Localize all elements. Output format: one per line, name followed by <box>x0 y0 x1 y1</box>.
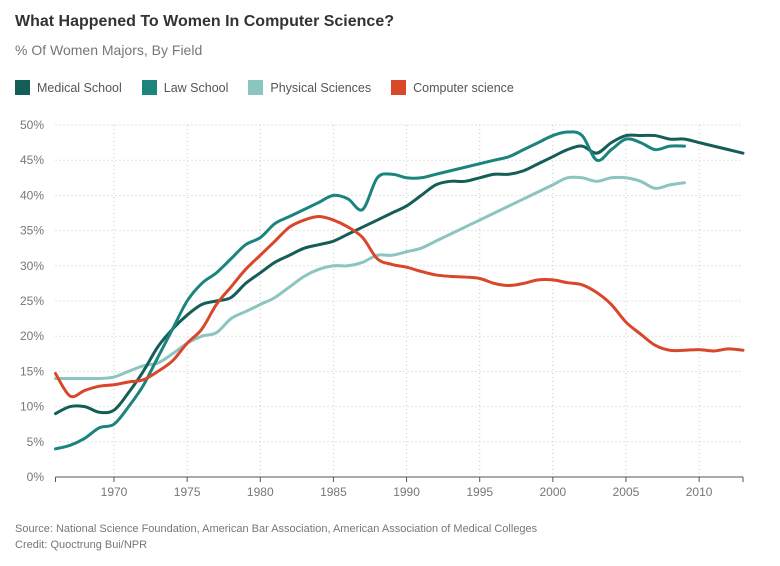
series-lines <box>54 130 745 451</box>
legend-swatch-law-school <box>141 80 157 95</box>
y-tick-label: 5% <box>27 435 45 449</box>
series-line-physical-sciences <box>54 175 686 381</box>
gridlines <box>55 124 743 477</box>
chart-title: What Happened To Women In Computer Scien… <box>15 13 394 30</box>
legend-swatch-medical-school <box>15 80 30 95</box>
x-tick-label: 1970 <box>101 485 128 499</box>
x-tick-label: 1995 <box>466 485 493 499</box>
y-tick-label: 35% <box>20 224 44 238</box>
x-tick-label: 1975 <box>174 485 201 499</box>
x-tick-label: 2005 <box>613 485 640 499</box>
y-tick-label: 50% <box>20 118 44 132</box>
y-tick-label: 25% <box>20 294 44 308</box>
y-tick-label: 45% <box>20 153 44 167</box>
credit-note: Credit: Quoctrung Bui/NPR <box>15 539 148 551</box>
legend-label: Computer science <box>413 80 514 95</box>
footer: Source: National Science Foundation, Ame… <box>15 521 537 553</box>
legend-label: Physical Sciences <box>270 80 372 95</box>
source-note: Source: National Science Foundation, Ame… <box>15 523 538 535</box>
chart-subtitle: % Of Women Majors, By Field <box>15 42 203 58</box>
y-tick-label: 10% <box>20 400 44 414</box>
legend-item-law-school: Law School <box>141 80 229 95</box>
legend-label: Law School <box>163 80 229 95</box>
x-axis: 1970 1975 1980 1985 1990 1995 2000 2005 2010 <box>55 476 744 499</box>
x-tick-label: 2000 <box>539 485 566 499</box>
legend-item-computer-science: Computer science <box>391 80 514 95</box>
series-line-law-school <box>54 130 686 451</box>
x-tick-label: 1980 <box>247 485 274 499</box>
y-tick-label: 15% <box>20 364 44 378</box>
legend-label: Medical School <box>37 80 122 95</box>
legend-item-physical-sciences: Physical Sciences <box>248 80 371 95</box>
x-tick-label: 1985 <box>320 485 347 499</box>
x-tick-label: 2010 <box>686 485 713 499</box>
y-axis: 0% 5% 10% 15% 20% 25% 30% 35% 40% 45% 50% <box>20 118 44 484</box>
y-tick-label: 0% <box>27 470 45 484</box>
y-tick-label: 40% <box>20 188 44 202</box>
series-line-computer-science <box>54 215 745 399</box>
legend: Medical School Law School Physical Scien… <box>15 80 534 95</box>
x-tick-label: 1990 <box>393 485 420 499</box>
legend-item-medical-school: Medical School <box>15 80 122 95</box>
legend-swatch-physical-sciences <box>248 80 264 95</box>
y-tick-label: 20% <box>20 329 44 343</box>
y-tick-label: 30% <box>20 259 44 273</box>
legend-swatch-computer-science <box>391 80 407 95</box>
